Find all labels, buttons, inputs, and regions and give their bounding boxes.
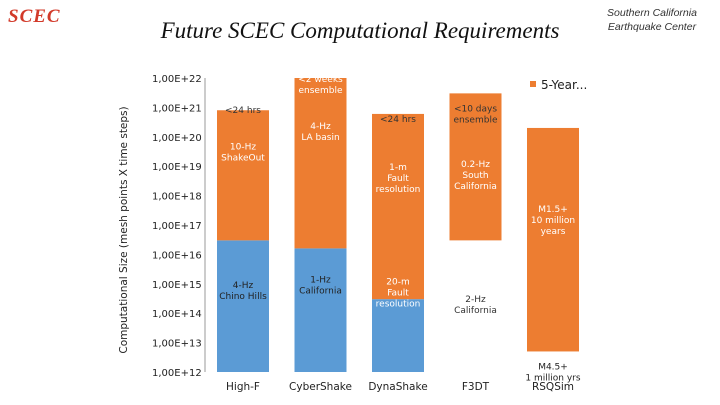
- y-tick-label: 1,00E+14: [152, 309, 202, 320]
- organization-name: Southern California Earthquake Center: [592, 6, 712, 34]
- data-annotation: <10 days ensemble: [454, 104, 498, 125]
- data-annotation: <24 hrs: [225, 106, 261, 116]
- scec-logo: SCEC: [8, 6, 61, 27]
- y-tick-label: 1,00E+22: [152, 74, 202, 85]
- x-tick-label: High-F: [226, 381, 260, 393]
- bar-segment: [294, 248, 347, 372]
- data-annotation: 2-Hz California: [454, 295, 497, 316]
- organization-line-2: Earthquake Center: [607, 21, 697, 33]
- data-annotation: M1.5+ 10 million years: [531, 205, 575, 237]
- data-annotation: 0.2-Hz South California: [454, 160, 497, 192]
- bar-segment: [372, 299, 424, 372]
- y-tick-label: 1,00E+16: [152, 250, 202, 261]
- data-annotation: 1-m Fault resolution: [376, 163, 421, 195]
- x-axis: High-F CyberShake DynaShake F3DT RSQSim: [226, 381, 574, 393]
- data-annotation: 4-Hz LA basin: [301, 122, 339, 143]
- x-tick-label: CyberShake: [289, 381, 352, 393]
- x-tick-label: DynaShake: [368, 381, 427, 393]
- data-annotation: 20-m Fault resolution: [376, 278, 421, 310]
- y-tick-label: 1,00E+12: [152, 368, 202, 379]
- data-annotation: 4-Hz Chino Hills: [219, 281, 267, 302]
- y-tick-label: 1,00E+17: [152, 221, 202, 232]
- x-tick-label: RSQSim: [532, 381, 574, 393]
- y-tick-label: 1,00E+21: [152, 103, 202, 114]
- data-annotation: M4.5+ 1 million yrs: [525, 363, 580, 384]
- data-annotation: <24 hrs: [535, 119, 571, 129]
- y-tick-label: 1,00E+19: [152, 162, 202, 173]
- organization-line-1: Southern California: [607, 7, 697, 19]
- y-axis: 1,00E+12 1,00E+13 1,00E+14 1,00E+15 1,00E+16…: [152, 74, 206, 379]
- data-annotation: 1-Hz California: [299, 276, 342, 297]
- bar-segment: [294, 78, 347, 249]
- y-axis-label: Computational Size (mesh points X time s…: [118, 106, 130, 353]
- bar-segment: [527, 127, 579, 352]
- data-annotation: <2 weeks ensemble: [298, 75, 343, 96]
- page-title: Future SCEC Computational Requirements: [160, 18, 560, 43]
- bar-layer: [217, 78, 579, 372]
- bar-segment: [372, 113, 424, 300]
- y-tick-label: 1,00E+13: [152, 339, 202, 350]
- legend-swatch: [530, 81, 536, 87]
- bar-segment: [449, 93, 502, 241]
- annotation-layer: <24 hrs 10-Hz ShakeOut 4-Hz Chino Hills <2 we…: [219, 75, 581, 383]
- bar-segment: [217, 240, 269, 372]
- legend: 5-Year...: [530, 78, 587, 92]
- data-annotation: <24 hrs: [380, 115, 416, 125]
- y-tick-label: 1,00E+20: [152, 133, 202, 144]
- y-tick-label: 1,00E+18: [152, 192, 202, 203]
- x-tick-label: F3DT: [462, 381, 490, 393]
- y-tick-label: 1,00E+15: [152, 280, 202, 291]
- bar-segment: [217, 110, 269, 241]
- data-annotation: 10-Hz ShakeOut: [221, 143, 265, 164]
- legend-label: 5-Year...: [541, 78, 587, 92]
